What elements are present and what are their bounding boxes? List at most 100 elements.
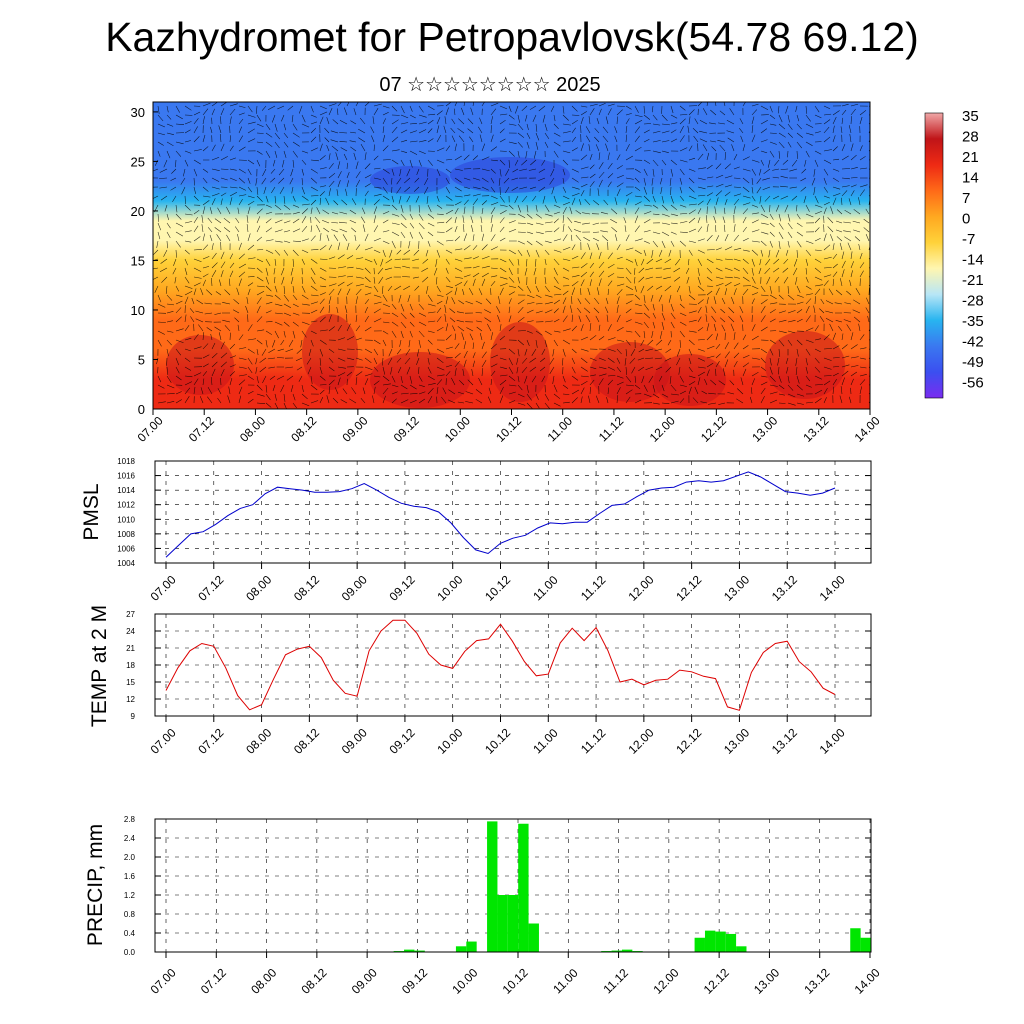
warm-anomaly <box>302 314 358 390</box>
precip-bar <box>715 931 726 953</box>
height-tick-label: 20 <box>131 204 145 219</box>
temp-frame <box>154 613 872 717</box>
time-tick-label: 09.12 <box>387 572 418 603</box>
warm-anomalies <box>166 157 845 408</box>
colorbar-labels: 35 28 21 14 7 0 -7 -14 -21 -28 -35 -42 -49 -56 <box>962 108 984 392</box>
y-tick-label: 21 <box>126 644 135 653</box>
y-tick-label: 1012 <box>117 501 135 510</box>
precip-grid <box>155 818 871 953</box>
time-axis-4: 07.00 07.12 08.00 08.12 09.00 09.12 10.00 10.12… <box>148 952 883 997</box>
temp-grid <box>155 613 871 717</box>
precip-bar <box>611 950 622 953</box>
colorbar-tick-label: -21 <box>962 272 984 289</box>
time-tick-label: 12.00 <box>625 725 656 756</box>
height-tick-label: 30 <box>131 105 145 120</box>
time-tick-label: 12.12 <box>673 572 704 603</box>
height-axis: 0 5 10 15 20 25 30 <box>131 105 158 417</box>
temp-axis-label: TEMP at 2 M <box>88 605 111 727</box>
time-axis-1: 07.00 07.12 08.00 08.12 09.00 09.12 10.00 10.12… <box>135 409 883 445</box>
y-tick-label: 1.2 <box>124 891 136 900</box>
time-tick-label: 12.12 <box>673 725 704 756</box>
y-tick-label: 2.0 <box>124 853 136 862</box>
precip-bar <box>497 895 508 952</box>
time-tick-label: 10.00 <box>442 413 473 444</box>
precip-bars <box>279 821 871 953</box>
time-tick-label: 11.00 <box>530 573 561 604</box>
time-tick-label: 07.00 <box>148 572 179 603</box>
time-tick-label: 11.12 <box>578 726 609 757</box>
y-tick-label: 2.4 <box>124 834 136 843</box>
time-tick-label: 10.12 <box>482 572 513 603</box>
colorbar-tick-label: -35 <box>962 313 984 330</box>
precip-y-axis: 0.0 0.4 0.8 1.2 1.6 2.0 2.4 2.8 <box>124 815 871 957</box>
colorbar-tick-label: -42 <box>962 334 984 351</box>
y-tick-label: 1008 <box>117 530 135 539</box>
warm-anomaly <box>370 352 470 408</box>
precip-bar <box>860 937 871 952</box>
temp-line <box>165 619 836 711</box>
y-tick-label: 18 <box>126 661 135 670</box>
time-tick-label: 14.00 <box>852 965 883 996</box>
warm-anomaly <box>590 342 670 402</box>
time-tick-label: 09.00 <box>339 413 370 444</box>
cross-section-panel: 0 5 10 15 20 25 30 07.00 07.12 08.00 08.12 09.00 09… <box>131 101 883 445</box>
precip-frame <box>154 818 872 953</box>
height-tick-label: 0 <box>138 402 145 417</box>
time-tick-label: 13.00 <box>751 965 782 996</box>
precip-bar <box>694 937 705 952</box>
time-axis-3: 07.00 07.12 08.00 08.12 09.00 09.12 10.00 10.12… <box>148 716 848 757</box>
y-tick-label: 1014 <box>117 486 135 495</box>
time-tick-label: 07.12 <box>186 413 217 444</box>
time-tick-label: 09.12 <box>391 413 422 444</box>
time-tick-label: 10.12 <box>493 413 524 444</box>
time-axis-2: 07.00 07.12 08.00 08.12 09.00 09.12 10.00 10.12… <box>148 563 848 604</box>
pmsl-grid <box>155 460 871 564</box>
time-tick-label: 09.00 <box>339 572 370 603</box>
time-tick-label: 10.12 <box>482 725 513 756</box>
time-tick-label: 14.00 <box>817 725 848 756</box>
time-tick-label: 13.12 <box>801 965 832 996</box>
height-tick-label: 5 <box>138 352 145 367</box>
time-tick-label: 11.00 <box>545 414 576 445</box>
height-tick-label: 10 <box>131 303 145 318</box>
time-tick-label: 14.00 <box>852 413 883 444</box>
y-tick-label: 1006 <box>117 544 135 553</box>
precip-bar <box>466 941 477 952</box>
chart-subtitle: 07 ☆☆☆☆☆☆☆☆ 2025 <box>379 74 601 96</box>
y-tick-label: 1016 <box>117 472 135 481</box>
wind-vectors <box>153 102 870 409</box>
y-tick-label: 0.8 <box>124 910 136 919</box>
time-tick-label: 13.00 <box>721 572 752 603</box>
precip-bar <box>850 928 861 952</box>
y-tick-label: 1010 <box>117 515 135 524</box>
time-tick-label: 11.00 <box>530 726 561 757</box>
time-tick-label: 10.12 <box>500 965 531 996</box>
colorbar-tick-label: 0 <box>962 211 970 228</box>
precip-bar <box>507 895 519 952</box>
time-tick-label: 12.12 <box>698 413 729 444</box>
time-tick-label: 08.12 <box>288 413 319 444</box>
pmsl-frame <box>154 460 872 564</box>
time-tick-label: 07.00 <box>148 965 179 996</box>
colorbar-scale <box>924 112 944 399</box>
y-tick-label: 1004 <box>117 559 135 568</box>
precip-axis-label: PRECIP, mm <box>84 824 107 946</box>
colorbar-tick-label: 35 <box>962 108 979 125</box>
colorbar-tick-label: 14 <box>962 170 979 187</box>
time-tick-label: 10.00 <box>449 965 480 996</box>
colorbar-tick-label: -14 <box>962 252 984 269</box>
time-tick-label: 13.12 <box>769 725 800 756</box>
colorbar-tick-label: -49 <box>962 354 984 371</box>
colorbar-tick-label: -7 <box>962 231 975 248</box>
warm-anomaly <box>490 322 550 402</box>
y-tick-label: 2.8 <box>124 815 136 824</box>
cold-anomaly <box>450 157 570 193</box>
precip-bar <box>704 930 716 953</box>
time-tick-label: 12.12 <box>701 965 732 996</box>
y-tick-label: 27 <box>126 610 135 619</box>
time-tick-label: 13.12 <box>800 413 831 444</box>
pmsl-y-axis: 1004 1006 1008 1010 1012 1014 1016 1018 <box>117 457 871 568</box>
y-tick-label: 0.0 <box>124 948 136 957</box>
time-tick-label: 08.12 <box>291 572 322 603</box>
